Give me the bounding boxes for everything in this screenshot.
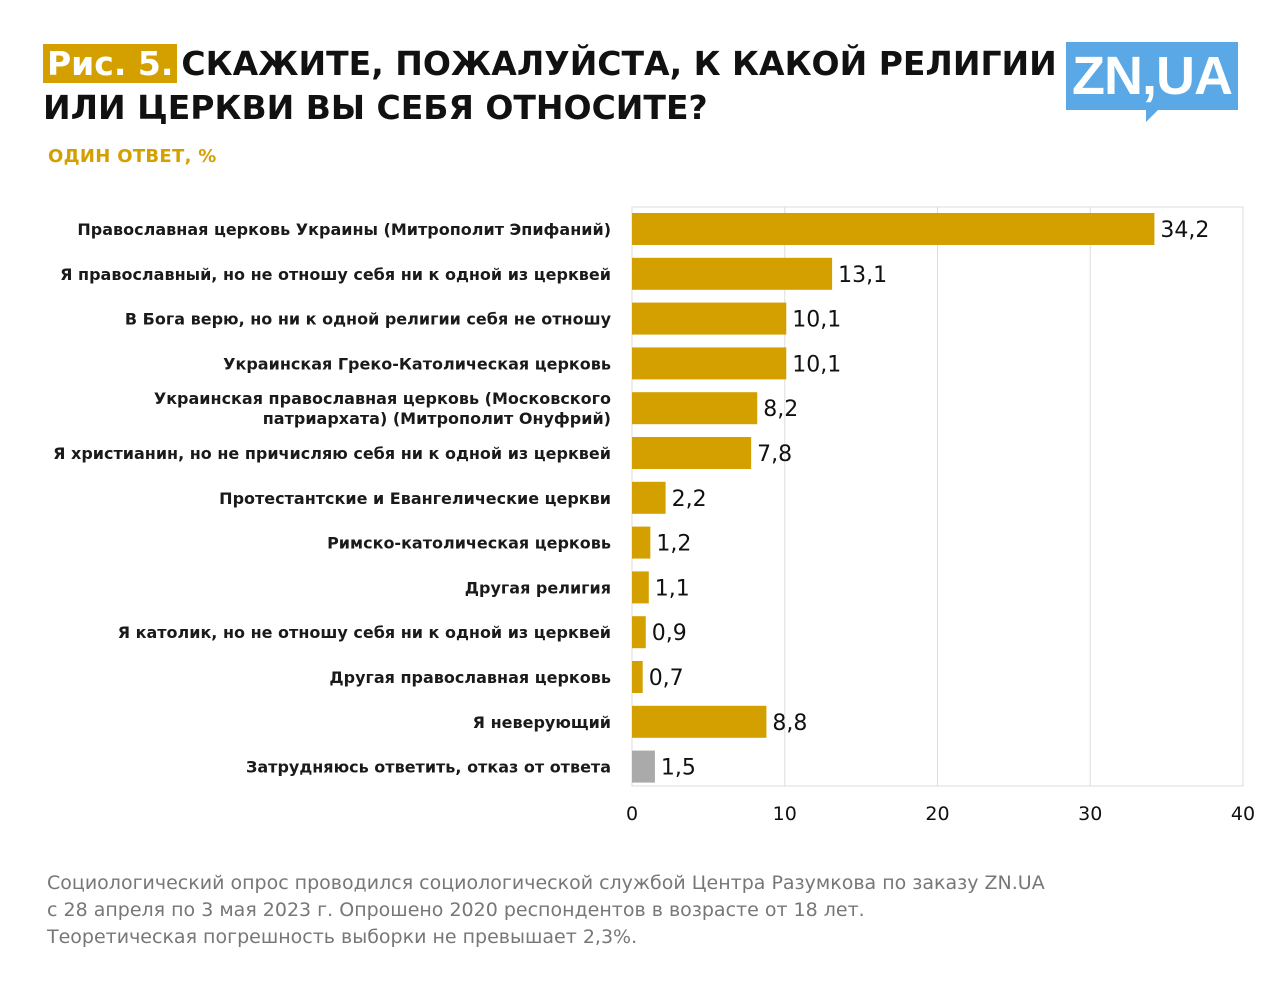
value-label-3: 10,1 (792, 352, 841, 377)
bar-5 (632, 437, 752, 469)
title-text-1: СКАЖИТЕ, ПОЖАЛУЙСТА, К КАКОЙ РЕЛИГИИ (181, 44, 1057, 83)
chart-title: Рис. 5. СКАЖИТЕ, ПОЖАЛУЙСТА, К КАКОЙ РЕЛИ… (43, 42, 1057, 130)
value-label-8: 1,1 (655, 576, 690, 601)
category-label-12: Затрудняюсь ответить, отказ от ответа (246, 758, 611, 777)
category-label-3: Украинская Греко-Католическая церковь (223, 354, 611, 373)
category-label-11: Я неверующий (473, 713, 611, 732)
x-tick-label-10: 10 (773, 803, 797, 825)
value-label-11: 8,8 (772, 711, 807, 736)
bar-12 (632, 750, 655, 783)
category-label-1: Я православный, но не отношу себя ни к о… (60, 265, 611, 284)
category-label-2: В Бога верю, но ни к одной религии себя … (125, 310, 612, 329)
value-label-10: 0,7 (649, 666, 684, 691)
bar-4 (632, 392, 758, 425)
logo-speech-bubble-icon (1066, 42, 1238, 122)
title-line-2: ИЛИ ЦЕРКВИ ВЫ СЕБЯ ОТНОСИТЕ? (43, 88, 708, 127)
value-label-12: 1,5 (661, 756, 696, 781)
bar-chart: 0 10 20 30 40 34,2 Православная церковь Украин… (53, 206, 1255, 825)
value-label-0: 34,2 (1160, 218, 1209, 243)
title-line-1: Рис. 5. СКАЖИТЕ, ПОЖАЛУЙСТА, К КАКОЙ РЕЛИ… (43, 42, 1057, 86)
zn-ua-logo: ZN,UA (1066, 42, 1238, 122)
category-label-6: Протестантские и Евангелические церкви (219, 489, 611, 508)
x-tick-label-30: 30 (1078, 803, 1102, 825)
logo-text: ZN,UA (1072, 46, 1233, 106)
footnote-line-3: Теоретическая погрешность выборки не пре… (47, 926, 638, 948)
value-label-1: 13,1 (838, 263, 887, 288)
bar-1 (632, 257, 833, 290)
x-tick-label-0: 0 (626, 803, 638, 825)
category-label-9: Я католик, но не отношу себя ни к одной … (118, 623, 611, 642)
value-label-2: 10,1 (792, 308, 841, 333)
value-label-5: 7,8 (757, 442, 792, 467)
bar-9 (632, 616, 646, 649)
bar-11 (632, 705, 767, 738)
footnote: Социологический опрос проводился социоло… (47, 870, 1045, 951)
value-label-6: 2,2 (672, 487, 707, 512)
bar-7 (632, 526, 651, 559)
footnote-line-1: Социологический опрос проводился социоло… (47, 872, 1045, 894)
x-tick-label-20: 20 (925, 803, 949, 825)
x-tick-label-40: 40 (1231, 803, 1255, 825)
bar-0 (632, 213, 1155, 245)
value-label-9: 0,9 (652, 621, 687, 646)
category-label-0: Православная церковь Украины (Митрополит… (77, 220, 611, 239)
footnote-line-2: с 28 апреля по 3 мая 2023 г. Опрошено 20… (47, 899, 865, 921)
figure-label: Рис. 5. (43, 44, 178, 83)
bar-3 (632, 347, 787, 380)
bar-6 (632, 481, 666, 514)
category-label-5: Я христианин, но не причисляю себя ни к … (53, 444, 611, 463)
bar-8 (632, 571, 649, 604)
category-label-4: Украинская православная церковь (Московс… (154, 389, 611, 428)
value-label-4: 8,2 (763, 397, 798, 422)
chart-subtitle: ОДИН ОТВЕТ, % (48, 146, 217, 167)
category-label-10: Другая православная церковь (329, 668, 611, 687)
category-label-8: Другая религия (465, 578, 611, 597)
bar-10 (632, 661, 643, 693)
bar-2 (632, 302, 787, 335)
value-label-7: 1,2 (656, 532, 691, 557)
category-label-7: Римско-католическая церковь (327, 534, 611, 553)
